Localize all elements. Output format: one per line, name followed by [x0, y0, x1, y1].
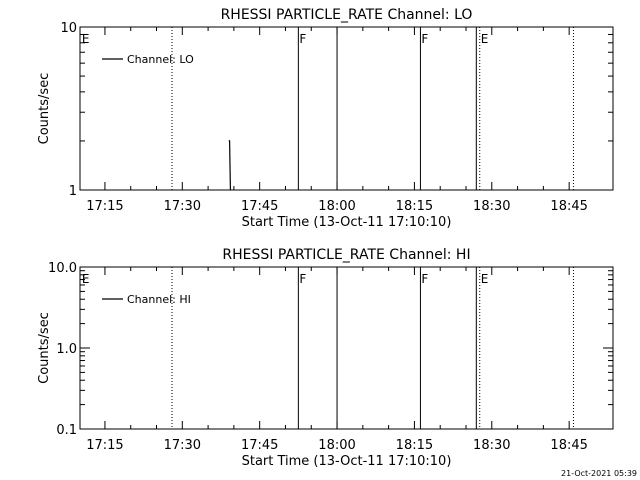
y-tick-label: 1.0: [56, 342, 77, 357]
x-tick-label: 18:45: [550, 438, 587, 453]
event-marker-label: F: [421, 272, 428, 286]
plot-frame: [79, 26, 614, 191]
footer-timestamp: 21-Oct-2021 05:39: [561, 469, 637, 478]
x-tick-label: 18:00: [318, 438, 355, 453]
x-tick-label: 18:30: [473, 199, 510, 214]
x-tick-label: 18:30: [473, 438, 510, 453]
x-tick-label: 18:45: [550, 199, 587, 214]
data-series-line: [228, 140, 231, 191]
x-tick-label: 17:15: [86, 438, 123, 453]
chart-title: RHESSI PARTICLE_RATE Channel: HI: [222, 247, 470, 263]
event-marker-label: E: [82, 32, 90, 46]
x-tick-label: 17:30: [164, 199, 201, 214]
y-tick-label: 0.1: [56, 423, 77, 438]
x-tick-label: 18:15: [396, 438, 433, 453]
legend-label: Channel: LO: [127, 53, 194, 66]
y-tick-label: 10.0: [48, 261, 77, 276]
event-marker-label: E: [82, 272, 90, 286]
x-tick-label: 17:15: [86, 199, 123, 214]
event-marker-label: F: [299, 272, 306, 286]
y-tick-label: 10: [60, 21, 77, 36]
legend-label: Channel: HI: [127, 293, 191, 306]
y-axis-label: Counts/sec: [37, 312, 52, 384]
x-axis-label: Start Time (13-Oct-11 17:10:10): [242, 215, 452, 230]
y-axis-label: Counts/sec: [37, 73, 52, 145]
x-tick-label: 17:30: [164, 438, 201, 453]
x-tick-label: 18:15: [396, 199, 433, 214]
event-marker-label: E: [481, 32, 489, 46]
x-axis-label: Start Time (13-Oct-11 17:10:10): [242, 454, 452, 469]
chart-title: RHESSI PARTICLE_RATE Channel: LO: [221, 7, 473, 23]
x-tick-label: 17:45: [241, 199, 278, 214]
x-tick-label: 18:00: [318, 199, 355, 214]
event-marker-label: F: [299, 32, 306, 46]
event-marker-label: E: [481, 272, 489, 286]
plot-frame: [79, 266, 614, 430]
event-marker-label: F: [421, 32, 428, 46]
x-tick-label: 17:45: [241, 438, 278, 453]
y-tick-label: 1: [69, 184, 77, 199]
